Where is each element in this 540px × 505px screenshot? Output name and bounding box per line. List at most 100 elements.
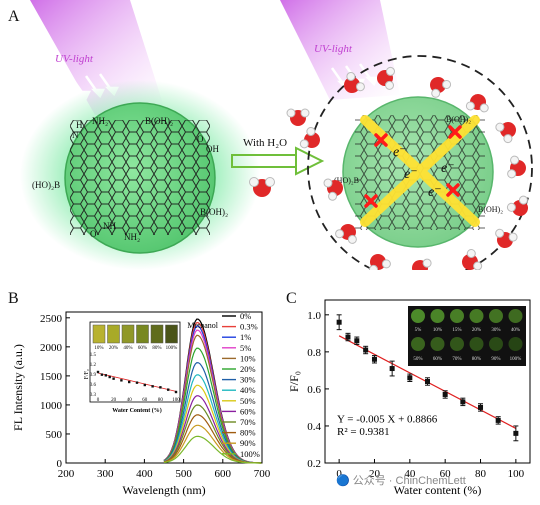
group-hob-left: (HO)₂B (32, 180, 60, 190)
vial-bottom (508, 337, 523, 351)
inset-y-label: F/F₀ (84, 369, 90, 379)
y-tick-label: 2000 (40, 342, 63, 354)
data-point (336, 319, 342, 325)
legend-label: 0.3% (240, 322, 258, 332)
x-tick-label: 60 (440, 468, 452, 480)
water-molecule (495, 122, 516, 144)
data-point (460, 399, 466, 405)
inset-point (100, 373, 104, 376)
inset-vial (165, 324, 178, 344)
water-hydrogen (442, 79, 452, 89)
vial-top (508, 309, 523, 323)
data-point (407, 375, 413, 381)
inset-point (112, 377, 115, 380)
water-hydrogen (495, 228, 505, 238)
x-tick-label: 300 (97, 468, 114, 480)
x-tick-label: 500 (175, 468, 192, 480)
vial-label-top: 20% (472, 328, 481, 333)
inset-vial-label: 40% (123, 346, 132, 351)
vial-bottom (411, 337, 425, 351)
water-hydrogen (422, 258, 432, 268)
vial-label-top: 15% (452, 328, 461, 333)
panel-label-a: A (8, 8, 20, 25)
water-hydrogen (508, 232, 518, 242)
scheme-panel: UV-light NH₂ B(OH)₂ OH O N (HO)₂B B(OH)₂… (20, 0, 533, 270)
x-tick-label: 40 (404, 468, 416, 480)
legend-label: 20% (240, 364, 256, 374)
x-tick-label: 700 (254, 468, 271, 480)
water-hydrogen (306, 126, 316, 136)
group-hob-right: (HO)₂B (334, 176, 359, 185)
quench-crosses (364, 125, 462, 208)
inset-x-label: Water Content (%) (112, 407, 162, 414)
water-molecule (506, 195, 528, 216)
electron-label-2: e⁻ (441, 161, 455, 176)
water-hydrogen (323, 178, 333, 188)
inset-point (135, 381, 139, 384)
y-tick-label: 0.2 (307, 458, 321, 470)
group-oh: OH (206, 144, 219, 154)
x-axis-label: Water content (%) (394, 483, 482, 497)
x-tick-label: 600 (215, 468, 232, 480)
data-point (513, 430, 519, 436)
inset-vial (136, 324, 149, 344)
y-tick-label: 1000 (40, 400, 63, 412)
fit-r2: R² = 0.9381 (337, 426, 390, 438)
vial-label-bottom: 100% (510, 357, 522, 362)
water-hydrogen (381, 259, 391, 269)
y-tick-label: 1.0 (307, 310, 321, 322)
solvation-shell (307, 55, 533, 270)
inset-x-tick: 40 (127, 398, 133, 403)
uv-label-left: UV-light (55, 53, 94, 65)
water-hydrogen (369, 264, 379, 270)
water-hydrogen (335, 229, 345, 239)
uv-beam-right (280, 0, 400, 100)
electron-label-1: e⁻ (393, 145, 407, 160)
x-tick-label: 400 (136, 468, 153, 480)
legend-label: 40% (240, 385, 256, 395)
water-oxygen (344, 77, 360, 93)
vial-label-top: 5% (415, 328, 422, 333)
legend-label: 80% (240, 428, 256, 438)
inset-x-tick: 0 (97, 398, 100, 403)
inset-point (167, 388, 170, 391)
inset-vial-label: 60% (138, 346, 147, 351)
legend-label: 60% (240, 406, 256, 416)
inset-point (120, 379, 123, 382)
inset-y-tick: 0.6 (90, 383, 97, 388)
inset-y-tick: 0.9 (90, 373, 97, 378)
inset-vial-label: 100% (166, 346, 178, 351)
inset-x-tick: 80 (158, 398, 164, 403)
water-hydrogen (286, 108, 296, 118)
data-point (442, 391, 448, 397)
vial-label-bottom: 70% (452, 357, 461, 362)
y-tick-label: 1500 (40, 371, 63, 383)
data-point (425, 379, 430, 384)
water-molecule (462, 248, 483, 270)
legend-label: 10% (240, 353, 256, 363)
y-tick-label: 2500 (40, 313, 63, 325)
inset-y-tick: 1.2 (90, 363, 97, 368)
water-molecule (495, 228, 518, 248)
plot-frame (65, 311, 263, 464)
y-tick-label: 0.6 (307, 384, 321, 396)
water-molecule (412, 258, 432, 270)
x-tick-label: 20 (369, 468, 381, 480)
water-molecule (430, 77, 452, 98)
water-molecule (286, 108, 310, 126)
vial-label-top: 30% (491, 328, 500, 333)
vial-bottom (489, 337, 503, 351)
vial-label-bottom: 80% (472, 357, 481, 362)
x-axis-label: Wavelength (nm) (122, 483, 205, 497)
water-oxygen (430, 77, 446, 93)
water-hydrogen (328, 191, 338, 201)
water-hydrogen (507, 169, 517, 179)
reaction-label: With H₂O (243, 137, 287, 149)
group-h: H (76, 120, 83, 130)
inset-vial (150, 324, 164, 344)
electron-label-3: e⁻ (404, 167, 418, 182)
water-molecule (335, 224, 357, 244)
legend-label: 50% (240, 396, 256, 406)
water-hydrogen (510, 155, 520, 165)
inset-y-tick: 0.3 (90, 393, 97, 398)
